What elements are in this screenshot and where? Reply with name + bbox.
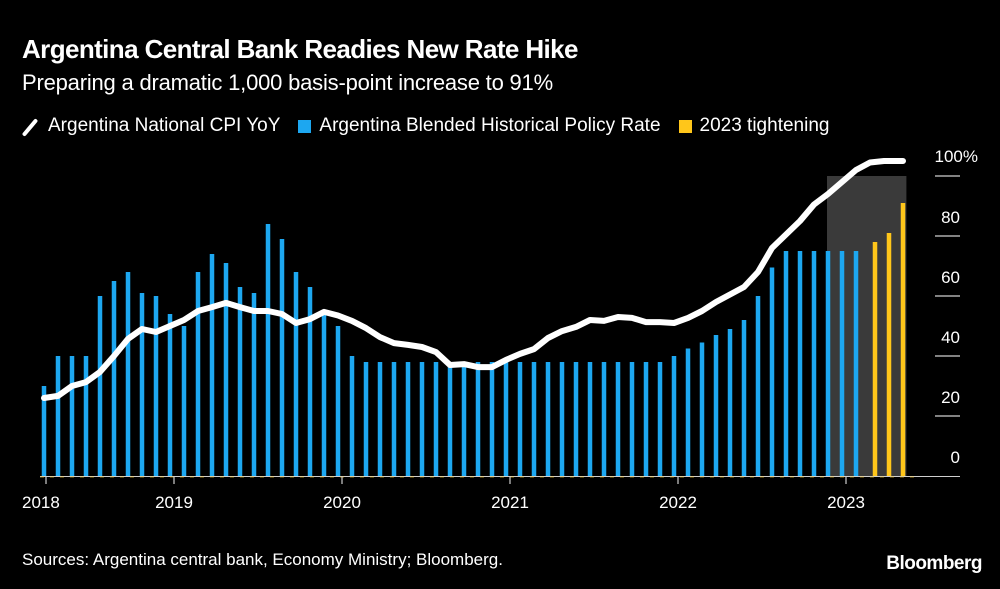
legend: Argentina National CPI YoY Argentina Ble… (22, 115, 847, 137)
y-tick-label: 40 (941, 328, 960, 347)
policy-rate-bar (769, 267, 775, 476)
policy-rate-bar (391, 362, 397, 476)
policy-rate-bar (629, 362, 635, 476)
tightening-bar (886, 233, 892, 476)
policy-rate-bar (811, 251, 817, 476)
policy-rate-bar (251, 293, 257, 476)
policy-rate-bar (69, 356, 75, 476)
policy-rate-bar (643, 362, 649, 476)
policy-rate-bar (685, 348, 691, 476)
policy-rate-bar (517, 362, 523, 476)
policy-rate-bar (335, 326, 341, 476)
x-tick-label: 2021 (491, 493, 529, 512)
blue-square-swatch-icon (298, 119, 312, 133)
x-tick-label: 2023 (827, 493, 865, 512)
x-tick-label: 2020 (323, 493, 361, 512)
policy-rate-bar (321, 314, 327, 476)
policy-rate-bar (41, 386, 47, 476)
x-tick-label: 2022 (659, 493, 697, 512)
policy-rate-bar (545, 362, 551, 476)
policy-rate-bar (405, 362, 411, 476)
policy-rate-bar (713, 335, 719, 476)
policy-rate-bar (209, 254, 215, 476)
policy-rate-bar (615, 362, 621, 476)
legend-label-cpi: Argentina National CPI YoY (48, 115, 281, 136)
policy-rate-bar (853, 251, 859, 476)
policy-rate-bar (573, 362, 579, 476)
policy-rate-bar (349, 356, 355, 476)
policy-rate-bar (139, 293, 145, 476)
y-tick-label: 100% (935, 147, 978, 166)
x-tick-label: 2019 (155, 493, 193, 512)
policy-rate-bar (531, 362, 537, 476)
policy-rate-bar (153, 296, 159, 476)
bloomberg-logo: Bloomberg (886, 553, 982, 574)
policy-rate-bar (265, 224, 271, 476)
y-tick-label: 60 (941, 268, 960, 287)
tightening-bar (900, 203, 906, 476)
policy-rate-bar (783, 251, 789, 476)
legend-item-tightening: 2023 tightening (678, 115, 830, 137)
policy-rate-bar (839, 251, 845, 476)
policy-rate-bar (755, 296, 761, 476)
policy-rate-bar (377, 362, 383, 476)
policy-rate-bar (433, 362, 439, 476)
policy-rate-bar (797, 251, 803, 476)
y-tick-label: 80 (941, 208, 960, 227)
legend-label-policy-rate: Argentina Blended Historical Policy Rate (319, 115, 661, 136)
policy-rate-bar (489, 362, 495, 476)
policy-rate-bar (167, 314, 173, 476)
policy-rate-bar (559, 362, 565, 476)
policy-rate-bar (419, 362, 425, 476)
policy-rate-bar (83, 356, 89, 476)
chart-title: Argentina Central Bank Readies New Rate … (22, 34, 579, 64)
policy-rate-bar (671, 356, 677, 476)
policy-rate-bar (237, 287, 243, 476)
y-tick-label: 20 (941, 388, 960, 407)
legend-label-tightening: 2023 tightening (699, 115, 830, 136)
policy-rate-bar (195, 272, 201, 476)
policy-rate-bar (699, 342, 705, 476)
cpi-line (41, 158, 906, 401)
policy-rate-bar (363, 362, 369, 476)
policy-rate-bar (181, 326, 187, 476)
policy-rate-bar (55, 356, 61, 476)
highlight-region (827, 176, 907, 476)
policy-rate-bar (587, 362, 593, 476)
policy-rate-bar (825, 251, 831, 476)
policy-rate-bar (125, 272, 131, 476)
policy-rate-bar (97, 296, 103, 476)
policy-rate-bar (741, 320, 747, 476)
policy-rate-bar (475, 362, 481, 476)
policy-rate-bar (461, 362, 467, 476)
policy-rate-bar (657, 362, 663, 476)
y-tick-label: 0 (951, 448, 960, 467)
policy-rate-bar (293, 272, 299, 476)
policy-rate-bar (279, 239, 285, 476)
policy-rate-bar (111, 281, 117, 476)
x-tick-label: 2018 (22, 493, 60, 512)
legend-item-cpi: Argentina National CPI YoY (22, 115, 280, 137)
policy-rate-bar (223, 263, 229, 476)
source-note: Sources: Argentina central bank, Economy… (22, 550, 503, 569)
legend-item-policy-rate: Argentina Blended Historical Policy Rate (298, 115, 661, 137)
chart-subtitle: Preparing a dramatic 1,000 basis-point i… (22, 70, 553, 95)
policy-rate-bar (447, 362, 453, 476)
tightening-bar (872, 242, 878, 476)
policy-rate-bar (307, 287, 313, 476)
yellow-square-swatch-icon (678, 119, 692, 133)
policy-rate-bar (601, 362, 607, 476)
policy-rate-bar (503, 362, 509, 476)
policy-rate-bar (727, 329, 733, 476)
